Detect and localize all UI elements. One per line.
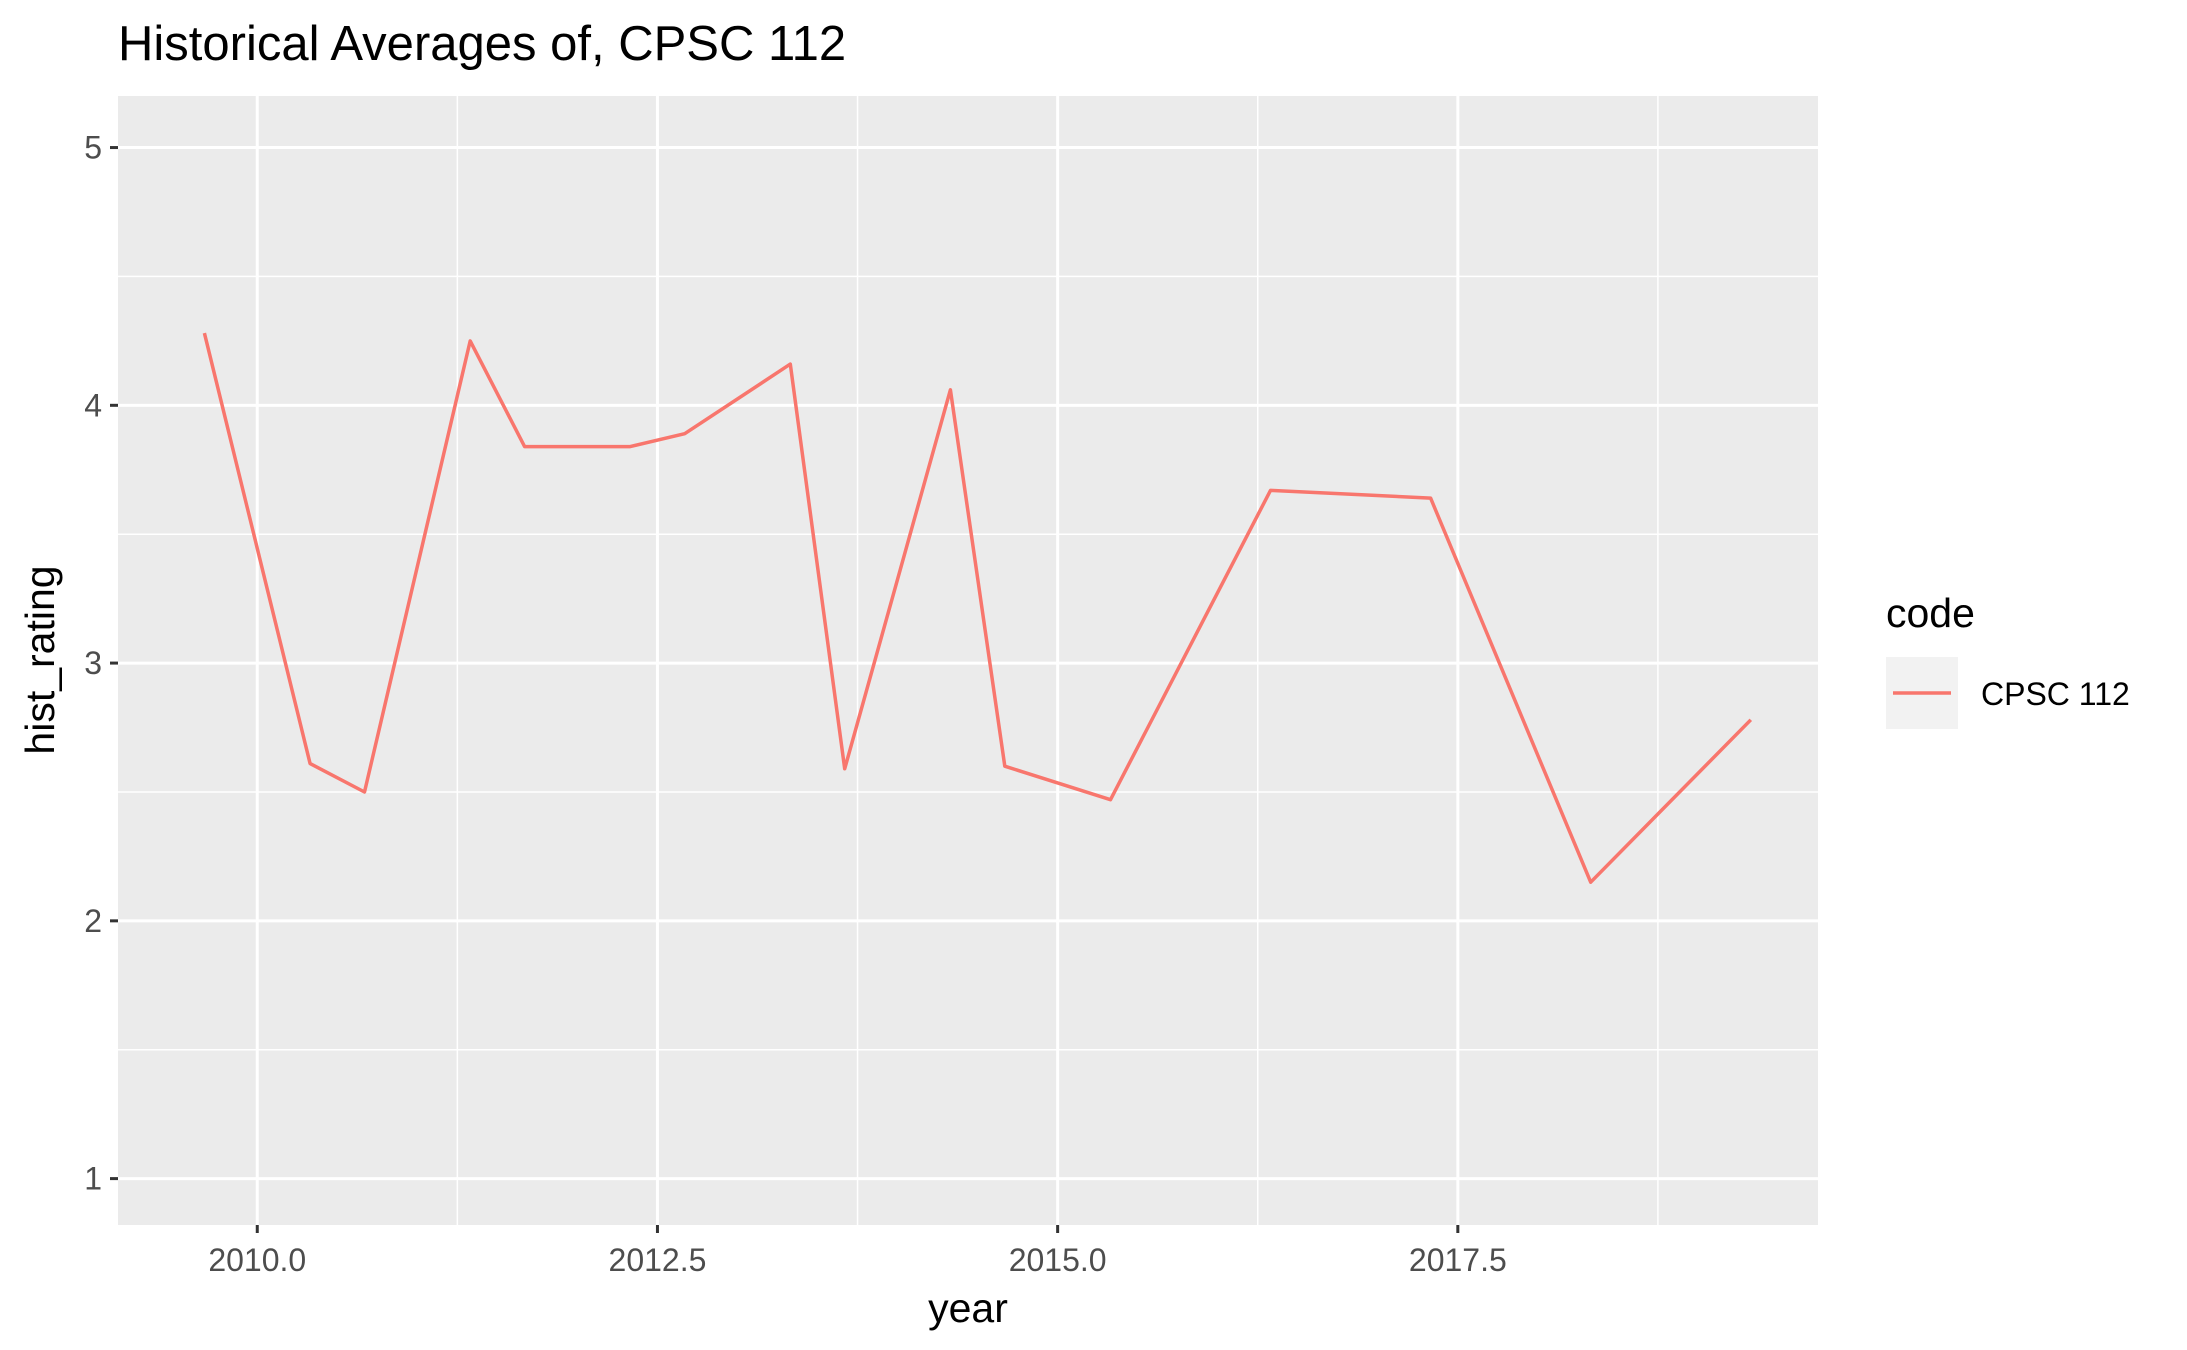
x-tick-label: 2017.5 — [1409, 1242, 1507, 1278]
x-tick-label: 2012.5 — [609, 1242, 707, 1278]
x-axis-title: year — [928, 1285, 1008, 1331]
legend: code CPSC 112 — [1886, 590, 2130, 729]
major-gridlines — [118, 96, 1818, 1225]
series-layer — [202, 332, 1753, 884]
minor-gridlines — [118, 96, 1818, 1225]
x-tick-label: 2010.0 — [208, 1242, 306, 1278]
y-axis-title: hist_rating — [17, 565, 63, 754]
chart-title: Historical Averages of, CPSC 112 — [118, 17, 846, 71]
y-tick-label: 4 — [84, 387, 102, 423]
legend-title: code — [1886, 590, 1975, 636]
plot-panel — [118, 96, 1818, 1225]
legend-label-cpsc-112: CPSC 112 — [1981, 676, 2130, 712]
x-axis: 2010.0 2012.5 2015.0 2017.5 — [208, 1225, 1507, 1278]
x-tick-label: 2015.0 — [1009, 1242, 1107, 1278]
y-tick-label: 1 — [84, 1161, 102, 1197]
y-tick-label: 5 — [84, 130, 102, 166]
y-tick-label: 3 — [84, 645, 102, 681]
y-axis: 1 2 3 4 5 — [84, 130, 118, 1197]
series-line-cpsc-112 — [202, 332, 1753, 884]
y-tick-label: 2 — [84, 903, 102, 939]
